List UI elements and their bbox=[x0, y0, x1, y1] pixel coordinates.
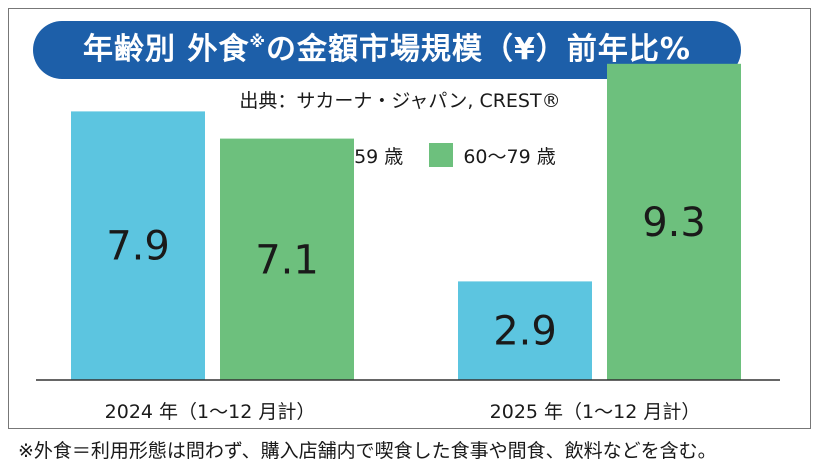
x-category-2025: 2025 年（1〜12 月計） bbox=[489, 401, 701, 423]
legend-item-old: 60〜79 歳 bbox=[429, 142, 556, 169]
source-note: 出典：サカーナ・ジャパン, CREST® bbox=[239, 90, 561, 112]
chart-title: 年齢別 外食※の金額市場規模（¥）前年比% bbox=[33, 21, 741, 79]
legend-swatch-young bbox=[289, 143, 313, 167]
title-text-after: の金額市場規模（¥）前年比% bbox=[266, 32, 691, 67]
footnote: ※外食＝利用形態は問わず、購入店舗内で喫食した食事や間食、飲料などを含む。 bbox=[18, 440, 717, 462]
x-category-2024: 2024 年（1〜12 月計） bbox=[104, 401, 316, 423]
title-text-before: 年齢別 外食 bbox=[83, 32, 250, 67]
legend-item-young: 0〜59 歳 bbox=[289, 142, 403, 169]
legend-label-young: 0〜59 歳 bbox=[323, 145, 404, 168]
legend-label-old: 60〜79 歳 bbox=[463, 145, 556, 168]
title-mark: ※ bbox=[249, 32, 267, 51]
legend: 0〜59 歳 60〜79 歳 bbox=[289, 141, 582, 169]
legend-swatch-old bbox=[429, 143, 454, 167]
